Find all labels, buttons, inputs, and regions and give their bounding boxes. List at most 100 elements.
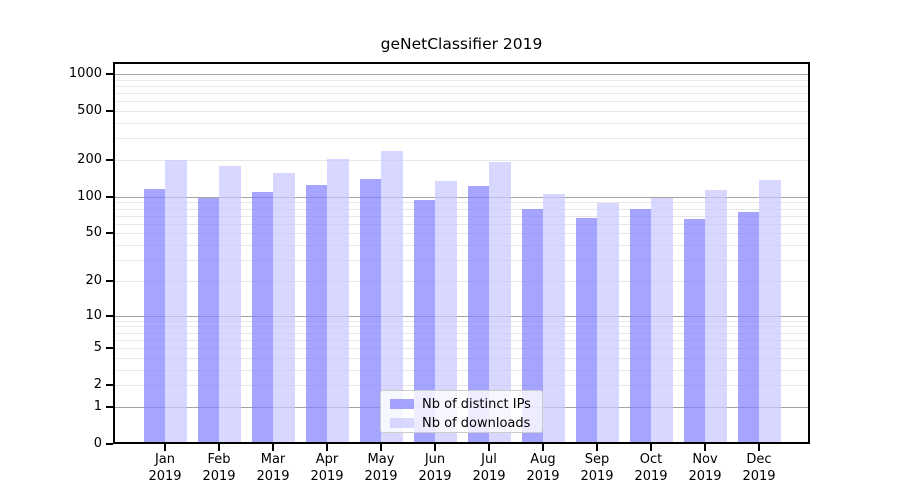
gridline-minor bbox=[113, 85, 810, 87]
y-tick bbox=[106, 384, 113, 387]
y-tick-label: 5 bbox=[93, 340, 102, 355]
y-tick-label: 2 bbox=[93, 377, 102, 393]
gridline-major bbox=[113, 73, 810, 75]
x-tick bbox=[380, 444, 382, 451]
x-tick-label-line: 2019 bbox=[256, 468, 290, 484]
bar-apr-downloads bbox=[327, 158, 349, 444]
gridline-minor bbox=[113, 369, 810, 371]
bar-feb-downloads bbox=[219, 166, 241, 444]
y-tick-label: 50 bbox=[85, 225, 102, 241]
gridline-minor bbox=[113, 159, 810, 161]
x-tick-label-line: Mar bbox=[260, 452, 286, 467]
x-tick-label-nov: Nov 2019 bbox=[663, 452, 747, 485]
y-tick-label: 1000 bbox=[68, 65, 102, 81]
bar-sep-ips bbox=[575, 218, 597, 444]
y-tick bbox=[106, 279, 113, 282]
gridline-minor bbox=[113, 357, 810, 359]
bar-jan-ips bbox=[143, 189, 165, 444]
x-tick-label-line: Jul bbox=[481, 452, 497, 467]
x-tick-label-jun: Jun 2019 bbox=[393, 452, 477, 485]
gridline-minor bbox=[113, 223, 810, 225]
legend-swatch-downloads bbox=[390, 418, 414, 428]
bar-mar-downloads bbox=[273, 172, 295, 444]
gridline-minor bbox=[113, 208, 810, 210]
gridline-minor bbox=[113, 326, 810, 328]
x-tick-label-line: May bbox=[367, 452, 395, 467]
y-tick-label: 20 bbox=[85, 272, 102, 288]
legend-label: Nb of downloads bbox=[422, 415, 531, 431]
bar-feb-ips bbox=[197, 198, 219, 444]
gridline-minor bbox=[113, 245, 810, 247]
x-tick-label-line: 2019 bbox=[202, 468, 236, 484]
gridline-minor bbox=[113, 101, 810, 103]
x-tick bbox=[218, 444, 220, 451]
gridline-major bbox=[113, 315, 810, 317]
y-tick-label: 0 bbox=[93, 436, 102, 451]
gridline-minor bbox=[113, 138, 810, 140]
chart-title: geNetClassifier 2019 bbox=[380, 35, 543, 53]
gridline-minor bbox=[113, 339, 810, 341]
bar-may-downloads bbox=[381, 151, 403, 444]
gridline-major bbox=[113, 196, 810, 198]
x-tick bbox=[596, 444, 598, 451]
bar-dec-ips bbox=[737, 212, 759, 444]
x-tick-label-line: Jan bbox=[154, 452, 176, 467]
bar-dec-downloads bbox=[759, 180, 781, 444]
y-tick bbox=[106, 347, 113, 349]
gridline-minor bbox=[113, 233, 810, 235]
bar-jul-ips bbox=[467, 186, 489, 444]
gridline-minor bbox=[113, 385, 810, 387]
legend-entry-downloads: Nb of downloads bbox=[390, 415, 542, 431]
x-tick-label-jul: Jul 2019 bbox=[447, 452, 531, 485]
x-tick-label-line: 2019 bbox=[148, 468, 182, 484]
y-tick bbox=[106, 443, 113, 445]
gridline-minor bbox=[113, 79, 810, 81]
bar-jan-downloads bbox=[165, 160, 187, 444]
gridline-minor bbox=[113, 348, 810, 349]
bar-aug-ips bbox=[521, 209, 543, 444]
gridline-minor bbox=[113, 260, 810, 262]
x-tick bbox=[488, 444, 490, 451]
x-tick bbox=[650, 444, 652, 451]
x-tick bbox=[542, 444, 544, 451]
bar-jul-downloads bbox=[489, 162, 511, 444]
x-tick-label-line: Feb bbox=[207, 452, 231, 467]
x-tick bbox=[434, 444, 436, 451]
x-tick-label-aug: Aug 2019 bbox=[501, 452, 585, 485]
x-tick bbox=[272, 444, 274, 451]
gridline-minor bbox=[113, 93, 810, 94]
x-tick-label-line: Apr bbox=[315, 452, 339, 467]
bar-aug-downloads bbox=[543, 194, 565, 444]
x-tick-label-line: 2019 bbox=[364, 468, 398, 484]
bar-apr-ips bbox=[305, 185, 327, 444]
legend-swatch-distinct-ips bbox=[390, 399, 414, 409]
y-tick bbox=[106, 314, 113, 317]
gridline-minor bbox=[113, 215, 810, 217]
bar-mar-ips bbox=[251, 192, 273, 444]
x-tick-label-line: Jun bbox=[424, 452, 446, 467]
x-tick-label-dec: Dec 2019 bbox=[717, 452, 801, 485]
y-tick bbox=[106, 158, 113, 161]
x-tick-label-line: 2019 bbox=[580, 468, 614, 484]
x-tick bbox=[758, 444, 760, 451]
x-tick-label-line: 2019 bbox=[634, 468, 668, 484]
bar-nov-ips bbox=[683, 218, 705, 444]
x-tick-label-line: 2019 bbox=[526, 468, 560, 484]
x-tick-label-line: Oct bbox=[639, 452, 663, 467]
x-tick-label-line: 2019 bbox=[472, 468, 506, 484]
y-tick bbox=[106, 195, 113, 198]
plot-area bbox=[113, 62, 810, 444]
y-tick bbox=[106, 110, 113, 112]
legend-label: Nb of distinct IPs bbox=[422, 396, 531, 412]
x-tick-label-apr: Apr 2019 bbox=[285, 452, 369, 485]
y-tick bbox=[106, 232, 113, 235]
x-tick-label-line: 2019 bbox=[418, 468, 452, 484]
bar-jun-ips bbox=[413, 200, 435, 444]
y-tick-label: 100 bbox=[77, 188, 102, 204]
x-tick-label-line: 2019 bbox=[742, 468, 776, 484]
legend-entry-distinct-ips: Nb of distinct IPs bbox=[390, 396, 542, 412]
x-tick-label-jan: Jan 2019 bbox=[123, 452, 207, 485]
bar-oct-ips bbox=[629, 209, 651, 444]
x-tick-label-line: 2019 bbox=[688, 468, 722, 484]
